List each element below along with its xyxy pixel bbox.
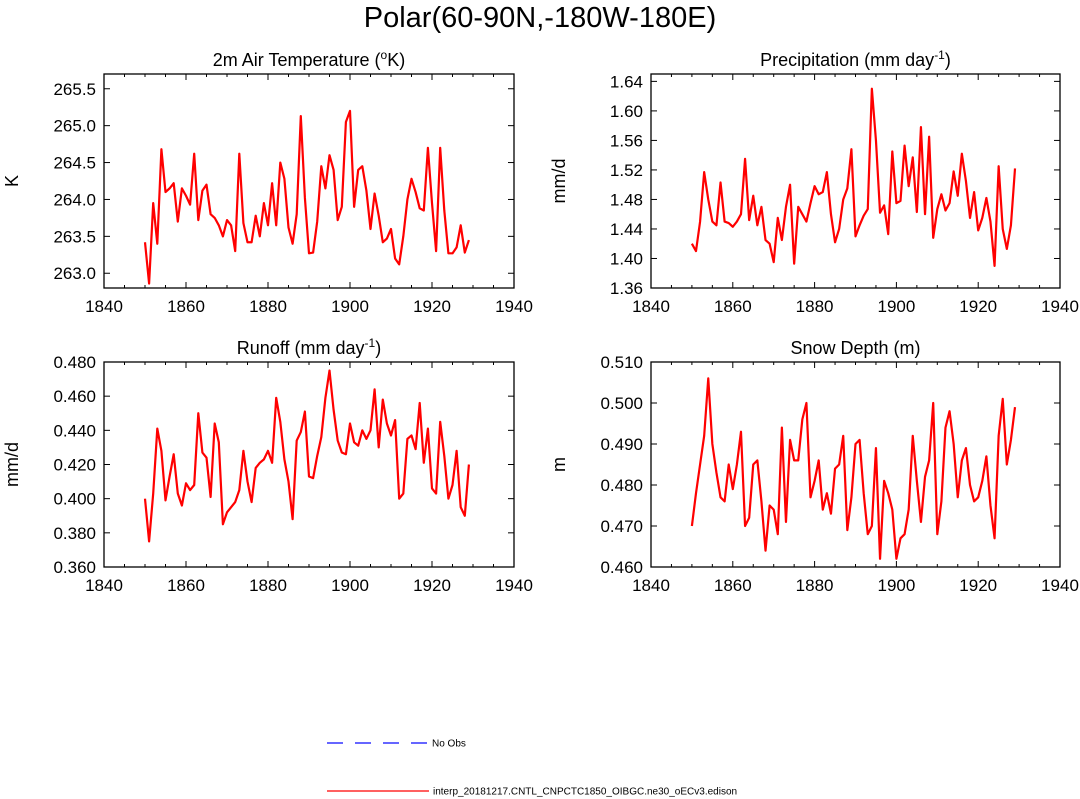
panel-title: Precipitation (mm day-1) (760, 48, 951, 70)
y-tick-label: 1.56 (610, 131, 643, 150)
y-tick-label: 0.470 (600, 517, 643, 536)
series-line-model (143, 109, 470, 285)
panel-title-part: K) (387, 50, 405, 70)
plot-frame (103, 73, 515, 289)
y-tick-label: 1.64 (610, 72, 643, 91)
legend-model-label: interp_20181217.CNTL_CNPCTC1850_OIBGC.ne… (433, 787, 737, 798)
y-tick-label: 0.490 (600, 435, 643, 454)
y-tick-label: 1.44 (610, 220, 643, 239)
panel-title-part: Precipitation (mm day (760, 50, 934, 70)
x-tick-label: 1860 (714, 576, 752, 595)
x-tick-label: 1840 (632, 576, 670, 595)
legend: No Obs interp_20181217.CNTL_CNPCTC1850_O… (327, 739, 737, 798)
x-tick-label: 1920 (413, 576, 451, 595)
x-tick-label: 1840 (85, 297, 123, 316)
y-tick-label: 265.5 (53, 80, 96, 99)
x-tick-label: 1900 (877, 297, 915, 316)
panel-title-part: -1 (365, 336, 376, 350)
panel-title-part: ) (375, 338, 381, 358)
plot-frame (650, 73, 1061, 289)
x-tick-label: 1880 (796, 297, 834, 316)
legend-obs-label: No Obs (432, 739, 466, 750)
x-tick-label: 1860 (167, 576, 205, 595)
x-tick-label: 1900 (331, 297, 369, 316)
panel-title: Snow Depth (m) (790, 338, 920, 358)
panel-title-part: Snow Depth (m) (790, 338, 920, 358)
y-axis-label: K (2, 175, 22, 187)
panel-title-part: 2m Air Temperature ( (213, 50, 381, 70)
y-tick-label: 0.360 (53, 558, 96, 577)
y-tick-label: 0.460 (53, 387, 96, 406)
y-tick-label: 0.380 (53, 524, 96, 543)
x-tick-label: 1880 (249, 297, 287, 316)
y-tick-label: 0.480 (600, 476, 643, 495)
x-tick-label: 1920 (959, 297, 997, 316)
panel-title-part: -1 (934, 48, 945, 62)
y-axis-label: mm/d (549, 159, 569, 204)
chart-panel-2: Precipitation (mm day-1) mm/d 1840 1860 1880… (549, 48, 1079, 316)
x-tick-label: 1920 (413, 297, 451, 316)
y-axis-label: mm/d (2, 442, 22, 487)
y-tick-label: 0.440 (53, 421, 96, 440)
x-tick-label: 1840 (632, 297, 670, 316)
series-line-model (143, 369, 470, 543)
x-tick-label: 1840 (85, 576, 123, 595)
chart-panel-3: Runoff (mm day-1) mm/d 1840 1860 1880 1900 192… (2, 336, 533, 595)
y-tick-label: 0.480 (53, 353, 96, 372)
y-tick-label: 0.460 (600, 558, 643, 577)
x-tick-label: 1880 (249, 576, 287, 595)
y-tick-label: 1.60 (610, 102, 643, 121)
panel-title: 2m Air Temperature (oK) (213, 48, 405, 70)
y-tick-label: 1.48 (610, 190, 643, 209)
panel-title-part: ) (945, 50, 951, 70)
x-tick-label: 1940 (1041, 576, 1079, 595)
y-tick-label: 263.5 (53, 227, 96, 246)
y-axis-label: m (549, 457, 569, 472)
page-title: Polar(60-90N,-180W-180E) (363, 2, 717, 34)
panel-title: Runoff (mm day-1) (237, 336, 381, 358)
y-tick-label: 0.510 (600, 353, 643, 372)
plot-frame (650, 361, 1061, 568)
chart-panel-1: 2m Air Temperature (oK) K 1840 1860 1880 1900… (2, 48, 533, 316)
x-tick-label: 1880 (796, 576, 834, 595)
series-line-model (690, 377, 1017, 560)
y-tick-label: 264.5 (53, 154, 96, 173)
plot-frame (103, 361, 515, 568)
x-tick-label: 1940 (1041, 297, 1079, 316)
series-line-model (690, 87, 1017, 267)
y-tick-label: 263.0 (53, 264, 96, 283)
panel-title-part: o (381, 48, 388, 62)
x-tick-label: 1920 (959, 576, 997, 595)
y-tick-label: 1.40 (610, 249, 643, 268)
panel-title-part: Runoff (mm day (237, 338, 365, 358)
x-tick-label: 1860 (714, 297, 752, 316)
y-tick-label: 264.0 (53, 190, 96, 209)
x-tick-label: 1860 (167, 297, 205, 316)
y-tick-label: 1.52 (610, 161, 643, 180)
y-tick-label: 0.400 (53, 490, 96, 509)
y-tick-label: 0.500 (600, 394, 643, 413)
y-tick-label: 1.36 (610, 279, 643, 298)
x-tick-label: 1940 (495, 297, 533, 316)
y-tick-label: 265.0 (53, 117, 96, 136)
x-tick-label: 1940 (495, 576, 533, 595)
y-tick-label: 0.420 (53, 456, 96, 475)
x-tick-label: 1900 (331, 576, 369, 595)
chart-panel-4: Snow Depth (m) m 1840 1860 1880 1900 1920 1940 0… (549, 338, 1079, 595)
x-tick-label: 1900 (877, 576, 915, 595)
